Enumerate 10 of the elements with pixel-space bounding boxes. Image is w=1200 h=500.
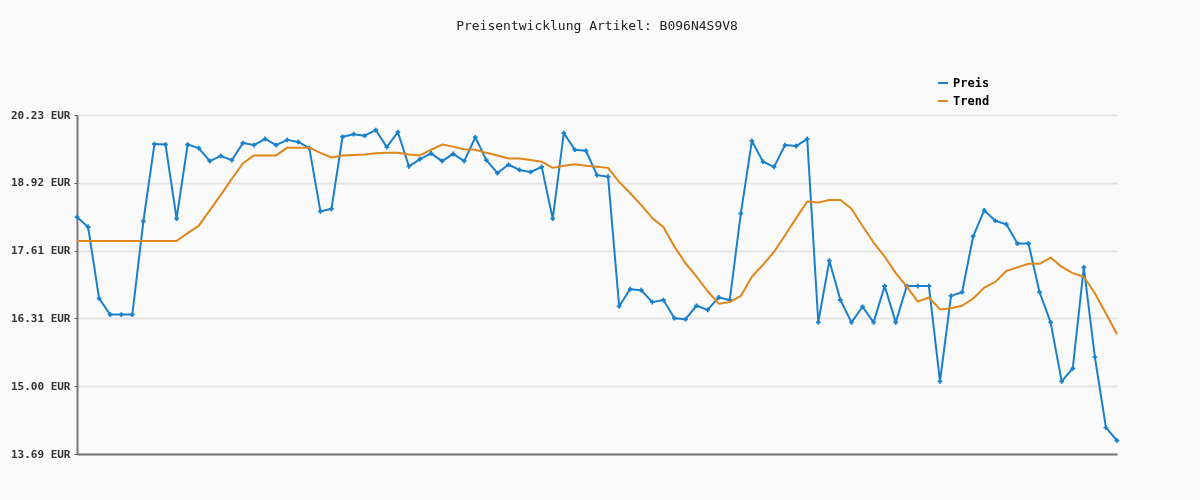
y-tick-label: 15.00 EUR xyxy=(10,379,71,393)
legend-label: Trend xyxy=(953,94,990,108)
y-tick-label: 18.92 EUR xyxy=(10,176,71,190)
y-tick-label: 17.61 EUR xyxy=(10,244,71,258)
y-tick-label: 16.31 EUR xyxy=(10,311,71,325)
y-tick-label: 20.23 EUR xyxy=(10,108,71,122)
line-series xyxy=(76,143,1118,336)
chart-title: Preisentwicklung Artikel: B096N4S9V8 xyxy=(456,18,738,33)
legend-label: Preis xyxy=(953,76,990,90)
y-tick-label: 13.69 EUR xyxy=(10,447,71,461)
